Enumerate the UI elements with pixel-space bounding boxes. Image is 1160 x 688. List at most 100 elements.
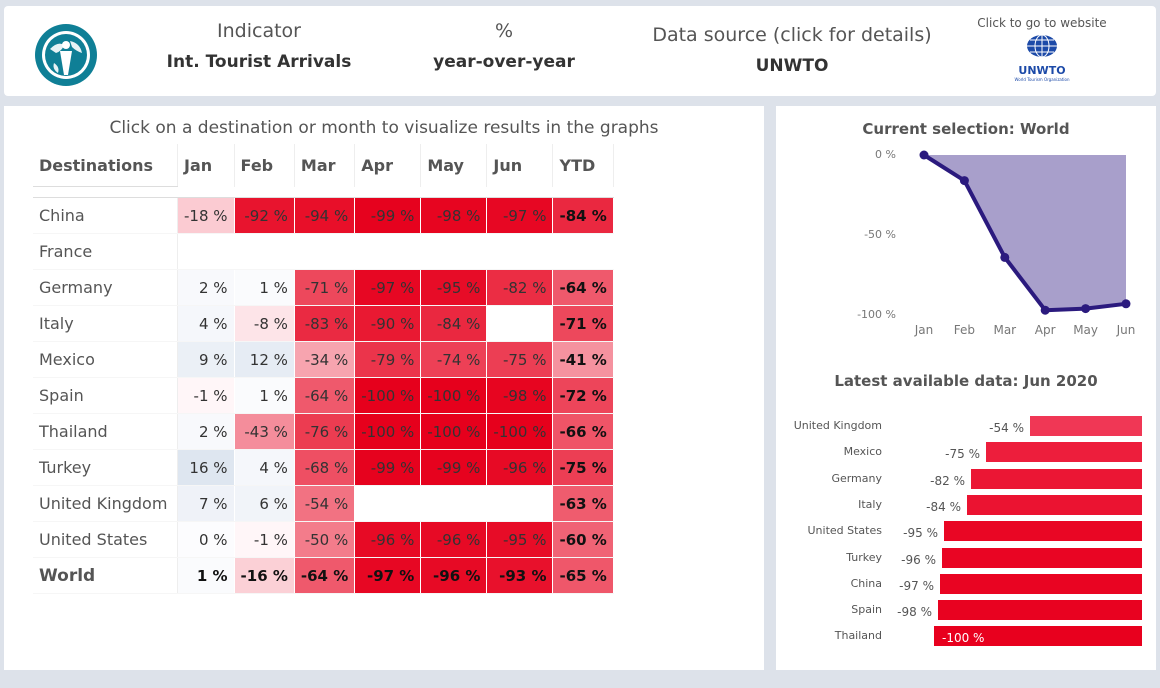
bar-fill[interactable] <box>942 547 1142 568</box>
bar-row[interactable]: Turkey -96 % <box>776 547 1156 570</box>
table-cell[interactable] <box>552 233 614 270</box>
bar-row[interactable]: United Kingdom -54 % <box>776 416 1156 438</box>
table-cell[interactable] <box>234 233 295 270</box>
table-row[interactable]: China -18 % -92 % -94 % -99 % -98 % -97 % -84 % <box>33 197 614 234</box>
table-cell[interactable]: -16 % <box>234 557 295 594</box>
website-link[interactable]: Click to go to website UNWTO World Touri… <box>972 16 1112 82</box>
header-month-mar[interactable]: Mar <box>294 144 356 187</box>
table-cell[interactable]: -98 % <box>420 197 488 234</box>
table-row[interactable]: Germany 2 % 1 % -71 % -97 % -95 % -82 % -64 % <box>33 269 614 306</box>
table-cell[interactable]: -8 % <box>234 305 295 342</box>
table-cell[interactable]: -100 % <box>354 377 422 414</box>
table-cell[interactable]: -71 % <box>552 305 614 342</box>
table-cell[interactable]: 7 % <box>177 485 235 522</box>
line-point-jun[interactable] <box>1121 299 1131 309</box>
data-source-button[interactable]: Data source (click for details) UNWTO <box>644 24 940 76</box>
table-cell[interactable]: -65 % <box>552 557 614 594</box>
destination-name[interactable]: Spain <box>33 377 178 414</box>
table-row[interactable]: France <box>33 233 614 270</box>
bar-row[interactable]: China -97 % <box>776 573 1156 596</box>
table-cell[interactable]: -1 % <box>177 377 235 414</box>
table-row[interactable]: Mexico 9 % 12 % -34 % -79 % -74 % -75 % -41 % <box>33 341 614 378</box>
destination-name[interactable]: China <box>33 197 178 234</box>
table-cell[interactable]: -90 % <box>354 305 422 342</box>
table-cell[interactable]: -68 % <box>294 449 356 486</box>
table-row[interactable]: United States 0 % -1 % -50 % -96 % -96 % -95 %… <box>33 521 614 558</box>
table-cell[interactable]: 1 % <box>234 377 295 414</box>
table-cell[interactable]: -92 % <box>234 197 295 234</box>
table-cell[interactable]: -66 % <box>552 413 614 450</box>
table-cell[interactable]: -98 % <box>486 377 554 414</box>
table-cell[interactable]: 2 % <box>177 269 235 306</box>
table-cell[interactable] <box>486 485 554 522</box>
destination-name[interactable]: Turkey <box>33 449 178 486</box>
destination-name[interactable]: World <box>33 557 178 594</box>
table-cell[interactable]: 0 % <box>177 521 235 558</box>
bar-row[interactable]: Thailand -100 % <box>776 626 1156 648</box>
destination-name[interactable]: Italy <box>33 305 178 342</box>
line-point-jan[interactable] <box>919 150 929 160</box>
destination-name[interactable]: Thailand <box>33 413 178 450</box>
table-cell[interactable]: -84 % <box>420 305 488 342</box>
table-cell[interactable]: -96 % <box>486 449 554 486</box>
bar-row[interactable]: United States -95 % <box>776 521 1156 543</box>
table-cell[interactable]: -43 % <box>234 413 295 450</box>
table-cell[interactable]: -99 % <box>420 449 488 486</box>
table-row[interactable]: Italy 4 % -8 % -83 % -90 % -84 % -71 % <box>33 305 614 342</box>
table-cell[interactable]: -94 % <box>294 197 356 234</box>
table-cell[interactable] <box>354 233 422 270</box>
table-cell[interactable]: 1 % <box>234 269 295 306</box>
bar-row[interactable]: Spain -98 % <box>776 600 1156 622</box>
bar-row[interactable]: Italy -84 % <box>776 494 1156 517</box>
table-cell[interactable] <box>420 233 488 270</box>
bar-fill[interactable] <box>938 600 1142 621</box>
table-cell[interactable]: -82 % <box>486 269 554 306</box>
table-cell[interactable]: -97 % <box>486 197 554 234</box>
table-cell[interactable]: -100 % <box>420 377 488 414</box>
table-cell[interactable]: 4 % <box>177 305 235 342</box>
table-cell[interactable]: -95 % <box>486 521 554 558</box>
table-cell[interactable] <box>420 485 488 522</box>
table-cell[interactable]: -96 % <box>354 521 422 558</box>
table-cell[interactable]: -63 % <box>552 485 614 522</box>
table-cell[interactable]: 1 % <box>177 557 235 594</box>
bar-fill[interactable] <box>934 626 1142 647</box>
table-cell[interactable]: -99 % <box>354 449 422 486</box>
table-cell[interactable]: -64 % <box>552 269 614 306</box>
table-cell[interactable]: -75 % <box>486 341 554 378</box>
bar-row[interactable]: Mexico -75 % <box>776 442 1156 464</box>
table-cell[interactable]: -72 % <box>552 377 614 414</box>
table-row[interactable]: World 1 % -16 % -64 % -97 % -96 % -93 % -65 % <box>33 557 614 594</box>
header-month-jan[interactable]: Jan <box>177 144 235 187</box>
table-cell[interactable]: -100 % <box>486 413 554 450</box>
table-cell[interactable]: -74 % <box>420 341 488 378</box>
destination-name[interactable]: United States <box>33 521 178 558</box>
table-cell[interactable]: -97 % <box>354 557 422 594</box>
bar-fill[interactable] <box>967 494 1142 515</box>
header-month-may[interactable]: May <box>420 144 488 187</box>
table-cell[interactable]: -79 % <box>354 341 422 378</box>
table-cell[interactable]: -64 % <box>294 557 356 594</box>
table-cell[interactable]: 12 % <box>234 341 295 378</box>
line-point-mar[interactable] <box>1000 252 1010 262</box>
table-cell[interactable]: -99 % <box>354 197 422 234</box>
table-cell[interactable]: -18 % <box>177 197 235 234</box>
destination-name[interactable]: Mexico <box>33 341 178 378</box>
table-cell[interactable]: -95 % <box>420 269 488 306</box>
line-point-may[interactable] <box>1081 304 1091 314</box>
bar-fill[interactable] <box>986 442 1142 463</box>
table-cell[interactable]: 6 % <box>234 485 295 522</box>
bar-fill[interactable] <box>940 573 1142 594</box>
line-point-feb[interactable] <box>959 176 969 186</box>
table-cell[interactable]: -84 % <box>552 197 614 234</box>
table-cell[interactable] <box>177 233 235 270</box>
header-month-jun[interactable]: Jun <box>486 144 554 187</box>
header-month-ytd[interactable]: YTD <box>552 144 614 187</box>
table-cell[interactable]: 16 % <box>177 449 235 486</box>
bar-fill[interactable] <box>944 521 1142 542</box>
table-cell[interactable]: -60 % <box>552 521 614 558</box>
table-cell[interactable]: -100 % <box>420 413 488 450</box>
table-cell[interactable]: -93 % <box>486 557 554 594</box>
bar-row[interactable]: Germany -82 % <box>776 468 1156 491</box>
table-cell[interactable]: -50 % <box>294 521 356 558</box>
